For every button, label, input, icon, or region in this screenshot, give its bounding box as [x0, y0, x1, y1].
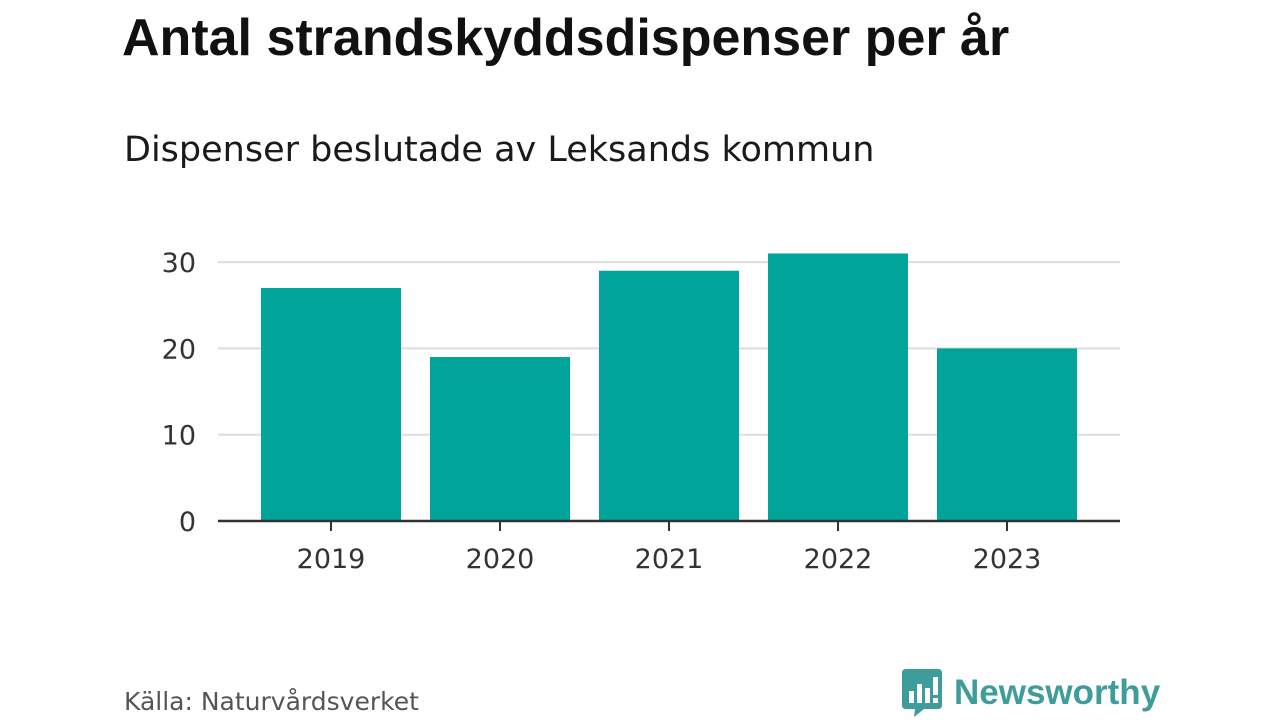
bar-2019	[261, 287, 401, 521]
x-tick-label: 2019	[297, 544, 366, 575]
x-tick-label: 2020	[466, 544, 535, 575]
bar-2023	[937, 348, 1077, 521]
newsworthy-logo-icon	[902, 669, 942, 717]
bar-2020	[430, 357, 570, 521]
chart-title: Antal strandskyddsdispenser per år	[122, 9, 1010, 67]
x-tick-label: 2023	[973, 544, 1042, 575]
ticks: 0 10 20 30 2019 2020 2021 2022 2023	[162, 248, 1042, 575]
x-tick-label: 2021	[635, 544, 704, 575]
newsworthy-logo-text: Newsworthy	[954, 673, 1161, 712]
bars	[261, 253, 1077, 521]
bar-2022	[768, 253, 908, 521]
y-tick-label: 30	[162, 248, 196, 279]
bar-2021	[599, 270, 739, 521]
y-tick-label: 10	[162, 421, 196, 452]
x-tick-label: 2022	[804, 544, 873, 575]
y-tick-label: 0	[179, 507, 196, 538]
source-note: Källa: Naturvårdsverket	[124, 687, 419, 716]
chart-subtitle: Dispenser beslutade av Leksands kommun	[124, 130, 875, 170]
y-tick-label: 20	[162, 334, 196, 365]
newsworthy-logo: Newsworthy	[902, 668, 1160, 718]
